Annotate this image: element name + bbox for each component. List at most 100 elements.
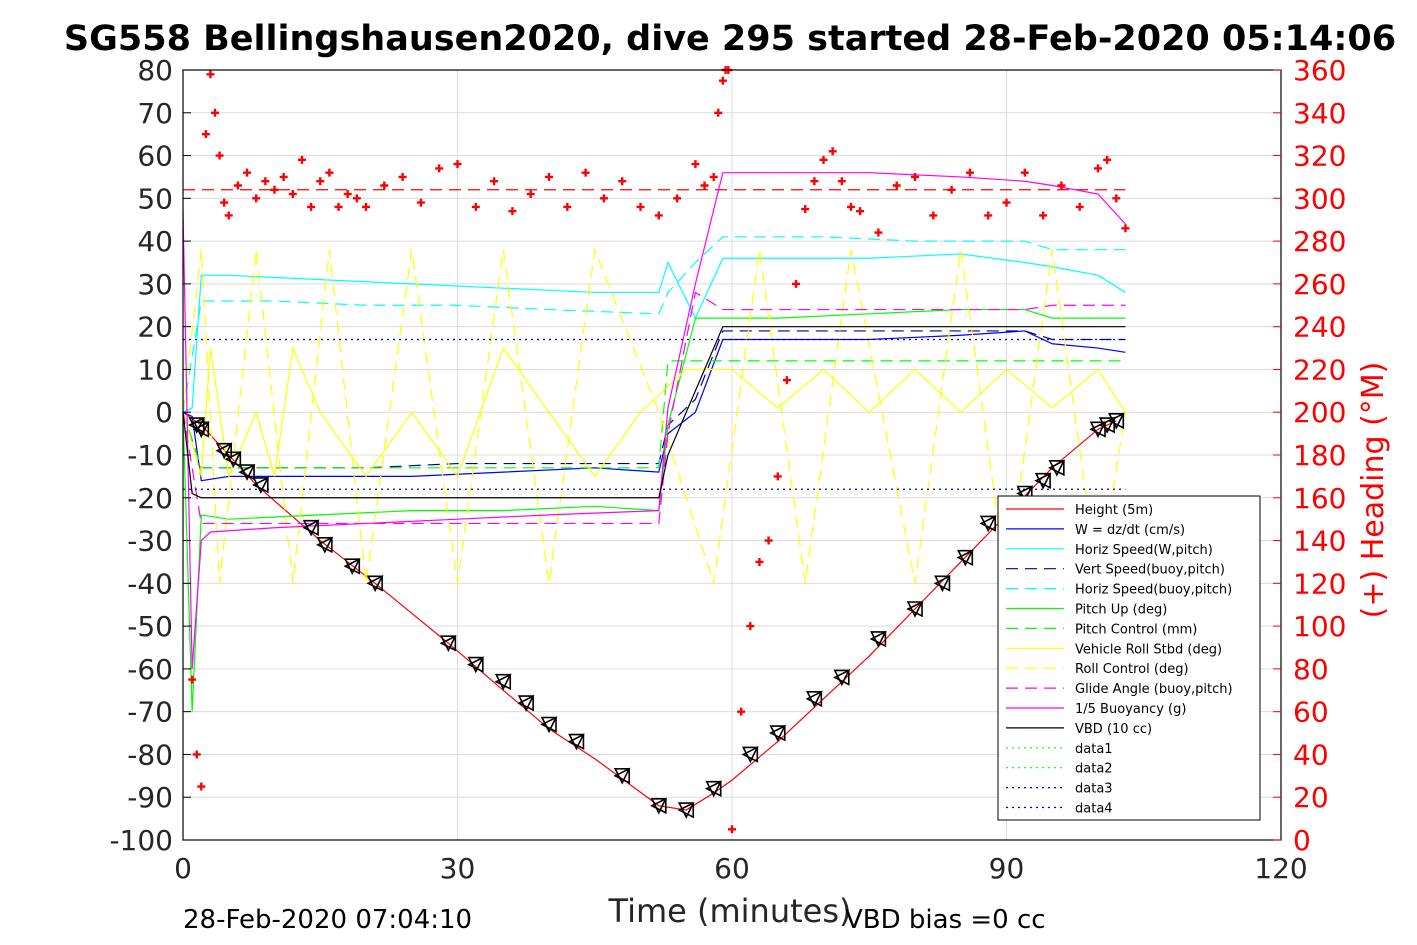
left-tick-label: -70	[127, 696, 173, 729]
right-tick-label: 240	[1293, 311, 1346, 344]
right-tick-label: 60	[1293, 696, 1329, 729]
heading-point	[1057, 181, 1066, 190]
series-line-4	[182, 236, 1126, 413]
heading-point	[691, 160, 700, 169]
heading-point	[965, 168, 974, 177]
triangle-marker	[439, 634, 457, 653]
legend-entry: data2	[1075, 762, 1113, 777]
heading-point	[709, 172, 718, 181]
heading-point	[563, 202, 572, 211]
footer-left: 28-Feb-2020 07:04:10	[183, 905, 472, 935]
legend-entry: Vert Speed(buoy,pitch)	[1075, 563, 1225, 578]
triangle-marker	[906, 600, 924, 618]
legend-entry: Pitch Up (deg)	[1075, 603, 1167, 618]
heading-point	[192, 750, 201, 759]
legend-entry: data4	[1075, 802, 1113, 817]
heading-point	[279, 172, 288, 181]
heading-point	[233, 181, 242, 190]
left-tick-label: -40	[127, 567, 173, 600]
right-tick-label: 20	[1293, 781, 1329, 814]
x-axis-label: Time (minutes)	[608, 892, 852, 930]
heading-point	[654, 211, 663, 220]
heading-point	[618, 177, 627, 186]
triangle-marker	[613, 767, 631, 785]
legend-entry: data3	[1075, 782, 1113, 797]
heading-point	[947, 185, 956, 194]
series-line-10	[182, 172, 1126, 669]
right-tick-label: 280	[1293, 225, 1346, 258]
left-tick-label: 20	[137, 311, 173, 344]
left-tick-label: 70	[137, 97, 173, 130]
right-tick-label: 40	[1293, 738, 1329, 771]
left-tick-label: -20	[127, 482, 173, 515]
heading-point	[700, 181, 709, 190]
heading-point	[252, 194, 261, 203]
heading-point	[714, 108, 723, 117]
left-tick-label: 0	[155, 396, 173, 429]
x-tick-label: 30	[440, 852, 476, 885]
triangle-layer	[187, 412, 1125, 819]
heading-point	[846, 202, 855, 211]
heading-point	[1121, 224, 1130, 233]
right-tick-label: 320	[1293, 140, 1346, 173]
triangle-marker	[833, 669, 851, 687]
heading-point	[471, 202, 480, 211]
chart-title: SG558 Bellingshausen2020, dive 295 start…	[64, 19, 1396, 59]
x-axis: 0 30 60 90 120	[174, 852, 1308, 885]
legend-entry: VBD (10 cc)	[1075, 722, 1152, 737]
triangle-marker	[768, 724, 787, 742]
right-tick-label: 220	[1293, 353, 1346, 386]
heading-point	[334, 202, 343, 211]
legend-entry: 1/5 Buoyancy (g)	[1075, 702, 1186, 717]
heading-point	[599, 194, 608, 203]
heading-point	[810, 177, 819, 186]
heading-point	[352, 194, 361, 203]
triangle-marker	[238, 463, 256, 481]
heading-point	[1112, 194, 1121, 203]
legend-entry: Roll Control (deg)	[1075, 662, 1189, 677]
legend-entry: Horiz Speed(W,pitch)	[1075, 543, 1213, 558]
triangle-marker	[343, 557, 361, 576]
heading-point	[828, 147, 837, 156]
heading-point	[325, 168, 334, 177]
triangle-marker	[805, 690, 823, 708]
heading-point	[211, 108, 220, 117]
right-tick-label: 100	[1293, 610, 1346, 643]
left-axis: 80 70 60 50 40 30 20 10 0 -10 -20 -30 -40 -50 -60 -70 -8…	[109, 54, 191, 857]
triangle-marker	[251, 476, 270, 494]
series-line-8	[182, 247, 1127, 584]
heading-point	[288, 190, 297, 199]
heading-point	[1094, 164, 1102, 173]
triangle-marker	[677, 801, 695, 819]
heading-point	[316, 177, 325, 186]
left-tick-label: -50	[127, 610, 173, 643]
heading-point	[188, 675, 197, 684]
heading-point	[270, 185, 279, 194]
left-tick-label: -60	[127, 653, 173, 686]
heading-point	[307, 202, 316, 211]
heading-point	[801, 205, 810, 214]
heading-point	[1020, 168, 1029, 177]
right-tick-label: 140	[1293, 525, 1346, 558]
triangle-marker	[1048, 459, 1066, 477]
heading-point	[874, 228, 883, 237]
left-tick-label: -100	[109, 824, 173, 857]
heading-point	[728, 825, 736, 834]
heading-point	[755, 557, 764, 566]
heading-point	[490, 177, 499, 186]
triangle-marker	[540, 716, 558, 734]
heading-point	[197, 782, 206, 791]
heading-point	[526, 190, 535, 199]
right-tick-label: 300	[1293, 182, 1346, 215]
legend-entry: Vehicle Roll Stbd (deg)	[1075, 642, 1222, 657]
series-line-2	[182, 253, 1126, 413]
heading-point	[746, 622, 755, 631]
heading-point	[508, 207, 517, 216]
right-tick-label: 200	[1293, 396, 1346, 429]
legend-box	[997, 495, 1261, 821]
right-tick-label: 0	[1293, 824, 1311, 857]
heading-point	[220, 198, 229, 207]
heading-point	[343, 190, 352, 199]
heading-point	[261, 177, 270, 186]
